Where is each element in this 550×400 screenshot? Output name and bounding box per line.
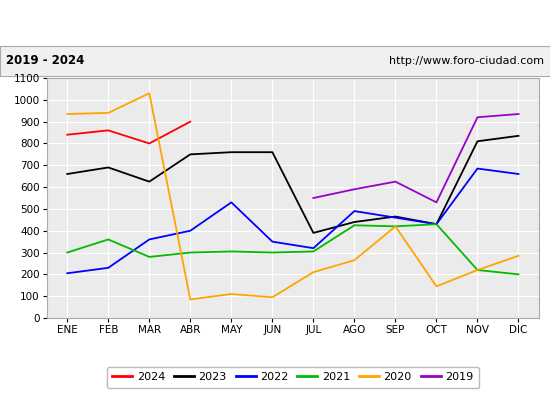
Text: Evolucion Nº Turistas Extranjeros en el municipio de El Paso: Evolucion Nº Turistas Extranjeros en el … [40,16,510,30]
Text: 2019 - 2024: 2019 - 2024 [6,54,84,68]
Legend: 2024, 2023, 2022, 2021, 2020, 2019: 2024, 2023, 2022, 2021, 2020, 2019 [107,367,479,388]
Text: http://www.foro-ciudad.com: http://www.foro-ciudad.com [389,56,544,66]
